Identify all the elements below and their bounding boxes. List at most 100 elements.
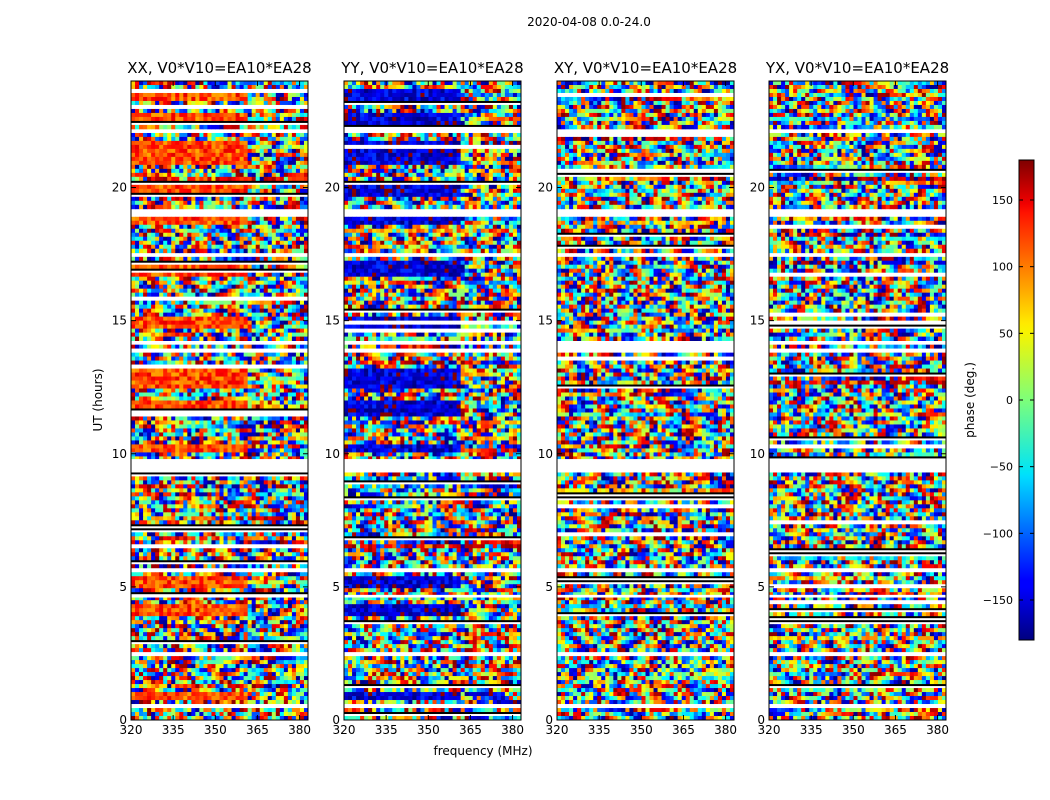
x-tick-label: 380: [501, 723, 524, 737]
y-tick-label: 0: [757, 713, 765, 727]
y-tick-label: 15: [538, 314, 553, 328]
x-tick-label: 350: [630, 723, 653, 737]
flagged-gap: [557, 594, 734, 598]
colorbar-label: phase (deg.): [963, 362, 977, 438]
y-tick-label: 0: [545, 713, 553, 727]
x-tick-label: 320: [333, 723, 356, 737]
flagged-gap: [557, 341, 734, 345]
panel-frame: [768, 80, 947, 721]
y-tick-label: 0: [119, 713, 127, 727]
y-tick-label: 15: [750, 314, 765, 328]
panel-frame: [556, 80, 735, 721]
flagged-gap: [344, 348, 521, 353]
flagged-gap: [769, 254, 946, 257]
flagged-gap: [344, 130, 521, 133]
x-axis-label: frequency (MHz): [433, 744, 532, 758]
flagged-gap: [557, 254, 734, 257]
y-tick-label: 15: [325, 314, 340, 328]
panel-title: XY, V0*V10=EA10*EA28: [554, 59, 737, 77]
x-tick-label: 380: [288, 723, 311, 737]
flagged-gap: [557, 704, 734, 709]
x-tick-label: 320: [758, 723, 781, 737]
flagged-gap: [344, 594, 521, 598]
panel-frame: [130, 80, 309, 721]
flagged-gap: [344, 254, 521, 257]
phase-image-3: [769, 81, 946, 720]
flagged-gap: [769, 348, 946, 353]
flagged-gap: [769, 459, 946, 473]
flagged-gap: [131, 130, 308, 133]
phase-image-2: [557, 81, 734, 720]
y-tick-label: 5: [119, 580, 127, 594]
colorbar-tick-label: −100: [983, 527, 1013, 540]
flagged-gap: [769, 341, 946, 345]
panel-title: YX, V0*V10=EA10*EA28: [765, 59, 949, 77]
x-tick-label: 365: [672, 723, 695, 737]
x-tick-label: 335: [588, 723, 611, 737]
flagged-gap: [769, 568, 946, 571]
flagged-gap: [769, 704, 946, 709]
x-tick-label: 365: [246, 723, 269, 737]
colorbar-tick-label: 50: [999, 327, 1013, 340]
y-tick-label: 0: [332, 713, 340, 727]
flagged-gap: [557, 568, 734, 571]
flagged-gap: [769, 210, 946, 216]
colorbar-tick-label: 150: [992, 194, 1013, 207]
y-tick-label: 15: [112, 314, 127, 328]
panels-group: XX, V0*V10=EA10*EA28 320 335 350 365 380 0 5 10 1…: [112, 59, 949, 737]
y-tick-label: 10: [325, 447, 340, 461]
x-tick-label: 365: [884, 723, 907, 737]
panel-title: YY, V0*V10=EA10*EA28: [340, 59, 523, 77]
y-axis-label: UT (hours): [91, 368, 105, 431]
flagged-gap: [344, 568, 521, 571]
flagged-gap: [344, 704, 521, 709]
flagged-gap: [344, 210, 521, 216]
panel-2: XY, V0*V10=EA10*EA28 320 335 350 365 380 0 5 10 1…: [538, 59, 737, 737]
panel-0: XX, V0*V10=EA10*EA28 320 335 350 365 380 0 5 10 1…: [112, 59, 312, 737]
x-tick-label: 380: [926, 723, 949, 737]
phase-image-1: [344, 81, 521, 720]
flagged-gap: [557, 130, 734, 133]
colorbar-tick-label: −50: [990, 461, 1013, 474]
x-tick-label: 320: [120, 723, 143, 737]
flagged-gap: [557, 348, 734, 353]
flagged-gap: [344, 459, 521, 473]
flagged-gap: [344, 341, 521, 345]
y-tick-label: 10: [750, 447, 765, 461]
y-tick-label: 20: [112, 181, 127, 195]
x-tick-label: 350: [204, 723, 227, 737]
flagged-gap: [769, 130, 946, 133]
x-tick-label: 350: [417, 723, 440, 737]
panel-3: YX, V0*V10=EA10*EA28 320 335 350 365 380 0 5 10 1…: [750, 59, 949, 737]
phase-image-0: [131, 81, 308, 720]
panel-1: YY, V0*V10=EA10*EA28 320 335 350 365 380 0 5 10 1…: [325, 59, 524, 737]
x-tick-label: 320: [546, 723, 569, 737]
x-tick-label: 350: [842, 723, 865, 737]
flagged-gap: [557, 459, 734, 473]
flagged-gap: [131, 704, 308, 709]
flagged-gap: [131, 348, 308, 353]
flagged-gap: [131, 594, 308, 598]
flagged-gap: [344, 652, 521, 655]
y-tick-label: 20: [750, 181, 765, 195]
flagged-gap: [557, 652, 734, 655]
flagged-gap: [131, 652, 308, 655]
figure-suptitle: 2020-04-08 0.0-24.0: [527, 15, 651, 29]
flagged-gap: [131, 254, 308, 257]
colorbar-tick-label: 0: [1006, 394, 1013, 407]
y-tick-label: 10: [538, 447, 553, 461]
x-tick-label: 380: [714, 723, 737, 737]
flagged-gap: [131, 210, 308, 216]
x-tick-label: 335: [375, 723, 398, 737]
panel-frame: [343, 80, 522, 721]
flagged-gap: [769, 652, 946, 655]
y-tick-label: 20: [325, 181, 340, 195]
y-tick-label: 5: [545, 580, 553, 594]
colorbar-tick-label: 100: [992, 261, 1013, 274]
colorbar-ticks: 150 100 50 0 −50 −100 −150: [983, 194, 1034, 607]
flagged-gap: [557, 210, 734, 216]
x-tick-label: 335: [162, 723, 185, 737]
panel-title: XX, V0*V10=EA10*EA28: [127, 59, 311, 77]
y-tick-label: 10: [112, 447, 127, 461]
